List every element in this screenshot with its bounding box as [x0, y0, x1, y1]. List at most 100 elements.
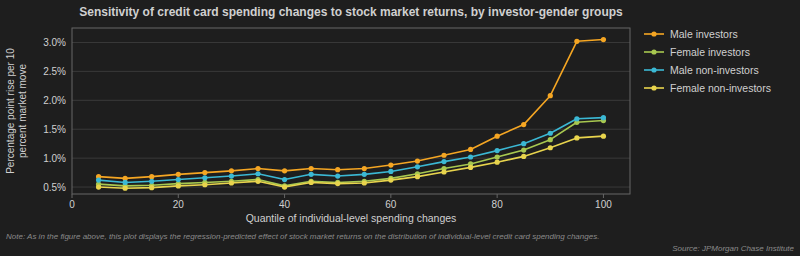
x-tick	[178, 194, 179, 198]
legend-label: Male investors	[670, 28, 738, 40]
point	[388, 169, 393, 174]
point	[255, 171, 260, 176]
y-tick-label: 2.0%	[43, 95, 66, 106]
point	[282, 177, 287, 182]
legend-label: Male non-investors	[670, 64, 759, 76]
point	[521, 147, 526, 152]
series-line	[99, 118, 604, 183]
point	[495, 154, 500, 159]
chart: Sensitivity of credit card spending chan…	[0, 0, 800, 256]
point	[415, 164, 420, 169]
point	[521, 141, 526, 146]
x-tick	[390, 194, 391, 198]
point	[521, 154, 526, 159]
point	[548, 137, 553, 142]
point	[441, 153, 446, 158]
legend-swatch-marker	[651, 85, 656, 90]
y-tick-label: 1.0%	[43, 153, 66, 164]
series-line	[99, 40, 604, 179]
x-tick-label: 60	[385, 199, 397, 210]
point	[495, 160, 500, 165]
legend-swatch-marker	[651, 49, 656, 54]
grid-line	[72, 71, 630, 72]
point	[176, 183, 181, 188]
point	[309, 180, 314, 185]
data-area	[96, 37, 606, 191]
point	[309, 166, 314, 171]
grid-line	[72, 42, 630, 43]
point	[229, 180, 234, 185]
point	[548, 93, 553, 98]
point	[149, 174, 154, 179]
y-tick-label: 0.5%	[43, 182, 66, 193]
x-tick	[497, 194, 498, 198]
point	[601, 115, 606, 120]
point	[202, 170, 207, 175]
point	[468, 154, 473, 159]
series	[96, 37, 606, 181]
x-tick-label: 20	[173, 199, 185, 210]
point	[335, 173, 340, 178]
y-axis-label-line: percent market move	[17, 64, 28, 158]
point	[388, 178, 393, 183]
point	[149, 185, 154, 190]
grid-line	[72, 158, 630, 159]
point	[96, 178, 101, 183]
y-axis-label: Percentage point rise per 10percent mark…	[5, 48, 28, 174]
point	[548, 131, 553, 136]
point	[202, 182, 207, 187]
point	[574, 135, 579, 140]
grid-line	[72, 129, 630, 130]
x-tick-label: 40	[279, 199, 291, 210]
point	[255, 179, 260, 184]
point	[309, 172, 314, 177]
point	[335, 167, 340, 172]
point	[335, 181, 340, 186]
point	[202, 175, 207, 180]
point	[176, 172, 181, 177]
x-tick-label: 0	[69, 199, 75, 210]
legend-label: Female investors	[670, 46, 750, 58]
point	[229, 168, 234, 173]
x-tick	[72, 194, 73, 198]
series-line	[99, 121, 604, 186]
point	[123, 186, 128, 191]
legend: Male investors Female investors Male non-i…	[644, 28, 771, 94]
point	[468, 147, 473, 152]
x-axis-label: Quantile of individual-level spending ch…	[246, 212, 457, 224]
y-tick-label: 3.0%	[43, 37, 66, 48]
y-tick-label: 1.5%	[43, 124, 66, 135]
point	[149, 179, 154, 184]
x-tick-label: 100	[595, 199, 612, 210]
point	[362, 180, 367, 185]
point	[495, 134, 500, 139]
x-tick	[284, 194, 285, 198]
point	[362, 166, 367, 171]
point	[282, 184, 287, 189]
point	[362, 172, 367, 177]
legend-swatch-marker	[651, 31, 656, 36]
point	[96, 184, 101, 189]
y-axis-label-line: Percentage point rise per 10	[5, 48, 16, 174]
point	[521, 122, 526, 127]
point	[468, 165, 473, 170]
series	[96, 134, 606, 191]
point	[123, 180, 128, 185]
point	[229, 173, 234, 178]
point	[255, 166, 260, 171]
point	[441, 169, 446, 174]
point	[601, 134, 606, 139]
legend-label: Female non-investors	[670, 82, 771, 94]
legend-swatch-marker	[651, 67, 656, 72]
y-tick-label: 2.5%	[43, 66, 66, 77]
series	[96, 115, 606, 185]
series-line	[99, 136, 604, 188]
x-tick-label: 80	[492, 199, 504, 210]
point	[176, 177, 181, 182]
x-tick	[603, 194, 604, 198]
point	[495, 148, 500, 153]
point	[441, 159, 446, 164]
point	[388, 162, 393, 167]
title: Sensitivity of credit card spending chan…	[79, 5, 623, 19]
point	[548, 145, 553, 150]
